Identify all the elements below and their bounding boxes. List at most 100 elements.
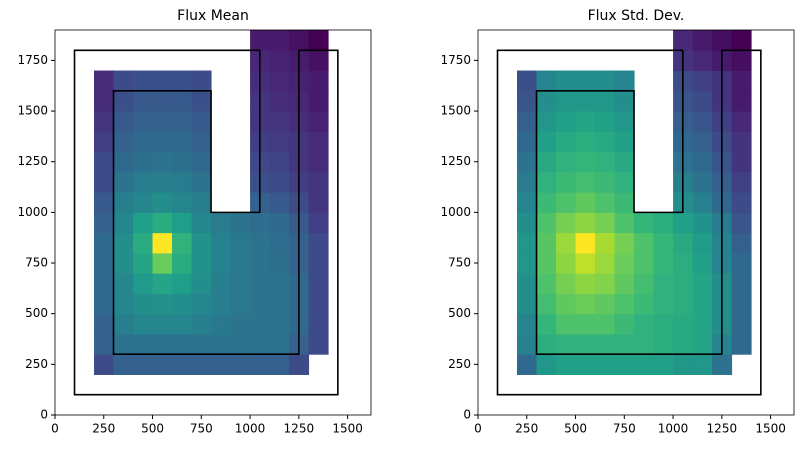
heatmap-cell — [575, 70, 596, 92]
heatmap-cell — [269, 70, 290, 92]
heatmap-cell — [113, 70, 134, 92]
x-tick-label: 250 — [92, 422, 115, 436]
heatmap-cell — [731, 273, 752, 294]
heatmap-cell — [230, 293, 251, 315]
heatmap-cell — [172, 111, 193, 132]
heatmap-cell — [152, 313, 173, 335]
heatmap-cell — [269, 313, 290, 335]
heatmap-cell — [191, 192, 212, 213]
heatmap-cell — [230, 333, 251, 355]
y-tick-label: 750 — [25, 256, 48, 270]
heatmap-cell — [113, 313, 134, 335]
heatmap-cell — [172, 293, 193, 315]
heatmap-cell — [517, 131, 538, 153]
heatmap-cell — [133, 354, 154, 375]
heatmap-cell — [517, 111, 538, 132]
heatmap-cell — [113, 212, 134, 234]
heatmap-cell — [211, 273, 232, 294]
heatmap-cell — [308, 192, 329, 213]
heatmap-cell — [556, 293, 577, 315]
heatmap-cell — [595, 273, 616, 294]
heatmap-cell — [731, 192, 752, 213]
heatmap-cell — [575, 171, 596, 193]
heatmap-cell — [517, 212, 538, 234]
heatmap-cell — [152, 232, 173, 254]
heatmap-cell — [269, 273, 290, 294]
heatmap-cell — [308, 30, 329, 51]
heatmap-cell — [191, 70, 212, 92]
heatmap-cell — [556, 151, 577, 173]
heatmap-cell — [113, 151, 134, 173]
heatmap-cell — [673, 30, 694, 51]
heatmap-cell — [152, 151, 173, 173]
heatmap-cell — [133, 151, 154, 173]
heatmap-cell — [191, 313, 212, 335]
heatmap-cell — [692, 293, 713, 315]
heatmap-cell — [731, 252, 752, 274]
heatmap-cell — [269, 232, 290, 254]
y-tick-label: 250 — [25, 357, 48, 371]
heatmap-cell — [517, 354, 538, 375]
heatmap-cell — [94, 90, 115, 112]
heatmap-cell — [634, 354, 655, 375]
heatmap-cell — [692, 212, 713, 234]
heatmap-cell — [692, 354, 713, 375]
heatmap-cell — [133, 90, 154, 112]
y-tick-label: 750 — [448, 256, 471, 270]
x-tick-label: 1250 — [284, 422, 315, 436]
heatmap-cell — [536, 171, 557, 193]
heatmap-cell — [172, 90, 193, 112]
heatmap-cell — [133, 232, 154, 254]
heatmap-cell — [673, 293, 694, 315]
heatmap-cell — [595, 252, 616, 274]
heatmap-cell — [113, 252, 134, 274]
heatmap-cell — [308, 90, 329, 112]
y-tick-label: 1750 — [440, 53, 471, 67]
heatmap-cell — [308, 313, 329, 335]
heatmap-cell — [614, 212, 635, 234]
heatmap-cell — [692, 70, 713, 92]
heatmap-cell — [692, 30, 713, 51]
heatmap-cell — [308, 70, 329, 92]
heatmap-cell — [634, 333, 655, 355]
heatmap-cell — [94, 70, 115, 92]
heatmap-cell — [731, 151, 752, 173]
chart-title: Flux Mean — [177, 8, 249, 24]
heatmap-cell — [308, 212, 329, 234]
heatmap-cell — [653, 273, 674, 294]
heatmap-cell — [250, 313, 271, 335]
heatmap-cell — [211, 293, 232, 315]
heatmap-cell — [94, 171, 115, 193]
heatmap-cell — [172, 192, 193, 213]
heatmap-cell — [692, 273, 713, 294]
heatmap-cell — [731, 313, 752, 335]
heatmap-cell — [113, 354, 134, 375]
heatmap-cell — [250, 333, 271, 355]
heatmap-cell — [269, 333, 290, 355]
heatmap-cell — [211, 313, 232, 335]
heatmap-cell — [94, 151, 115, 173]
panel: 0 250 500 750 1000 1250 1500 0 250 500 750 1000 1250… — [17, 8, 372, 436]
heatmap-cell — [113, 111, 134, 132]
heatmap-cell — [152, 90, 173, 112]
heatmap-cell — [595, 354, 616, 375]
heatmap-cell — [517, 151, 538, 173]
heatmap-cell — [731, 111, 752, 132]
heatmap-cell — [133, 70, 154, 92]
x-tick-label: 500 — [141, 422, 164, 436]
heatmap-cell — [653, 293, 674, 315]
heatmap-cell — [191, 212, 212, 234]
y-tick-label: 1250 — [17, 154, 48, 168]
heatmap-cell — [556, 232, 577, 254]
heatmap-cell — [191, 273, 212, 294]
chart-title: Flux Std. Dev. — [588, 8, 685, 24]
heatmap-cell — [536, 273, 557, 294]
heatmap-cell — [595, 151, 616, 173]
heatmap-cell — [731, 70, 752, 92]
heatmap-cell — [133, 313, 154, 335]
heatmap-cell — [172, 252, 193, 274]
heatmap-cell — [172, 212, 193, 234]
heatmap-cell — [94, 252, 115, 274]
heatmap-cell — [269, 90, 290, 112]
heatmap-cell — [113, 131, 134, 153]
